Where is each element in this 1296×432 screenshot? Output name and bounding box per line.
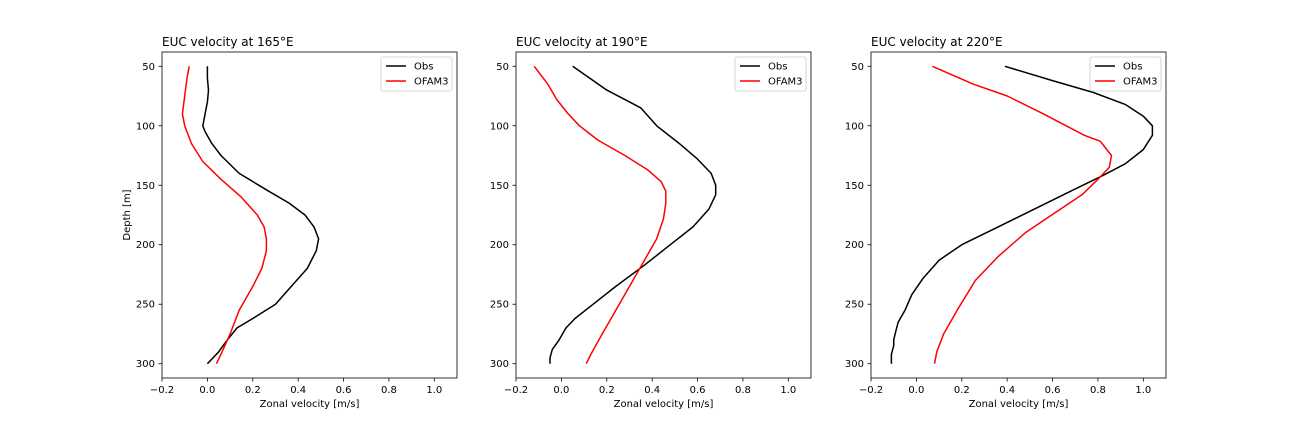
y-tick-label: 250	[490, 300, 509, 311]
series-line-obs	[202, 66, 320, 365]
legend-label: OFAM3	[1123, 77, 1158, 88]
x-axis-label: Zonal velocity [m/s]	[969, 399, 1069, 410]
y-tick-label: 300	[845, 359, 864, 370]
x-tick-label: 0.2	[599, 385, 615, 396]
legend-label: Obs	[768, 62, 787, 73]
legend: Obs OFAM3	[1089, 56, 1162, 92]
x-tick-label: 0.2	[954, 385, 970, 396]
axes-frame	[870, 51, 1167, 379]
series-line-obs	[890, 65, 1154, 364]
x-tick-label: 1.0	[1135, 385, 1151, 396]
y-tick-label: 250	[136, 300, 155, 311]
y-tick-label: 300	[490, 359, 509, 370]
legend-label: OFAM3	[768, 77, 803, 88]
x-tick-label: 0.0	[199, 385, 215, 396]
y-tick-label: 150	[136, 181, 155, 192]
legend: Obs OFAM3	[734, 56, 807, 92]
y-tick-label: 150	[845, 181, 864, 192]
x-tick-label: 1.0	[780, 385, 796, 396]
chart-title: EUC velocity at 165°E	[162, 35, 294, 49]
x-axis-label: Zonal velocity [m/s]	[614, 399, 714, 410]
y-tick-label: 100	[136, 121, 155, 132]
chart-title: EUC velocity at 220°E	[871, 35, 1003, 49]
x-tick-label: −0.2	[150, 385, 174, 396]
x-tick-label: 0.6	[1045, 385, 1061, 396]
x-tick-label: −0.2	[504, 385, 528, 396]
x-tick-label: 0.2	[245, 385, 261, 396]
y-axis-label: Depth [m]	[122, 189, 133, 240]
y-tick-label: 50	[851, 62, 864, 73]
subplot-3: EUC velocity at 220°E −0.2 0.0 0.2 0.4 0.6 0.8…	[845, 35, 1167, 410]
y-tick-label: 250	[845, 300, 864, 311]
y-tick-label: 50	[496, 62, 509, 73]
series-line-obs	[549, 65, 717, 364]
series-line-ofam3	[932, 65, 1113, 364]
x-tick-label: 0.4	[290, 385, 306, 396]
legend-label: OFAM3	[414, 77, 449, 88]
x-tick-label: 0.8	[1090, 385, 1106, 396]
subplot-1: EUC velocity at 165°E −0.2 0.0 0.2 0.4 0.6 0.8…	[122, 35, 458, 410]
series-line-ofam3	[533, 65, 667, 365]
y-tick-label: 200	[845, 240, 864, 251]
y-tick-label: 100	[490, 121, 509, 132]
x-tick-label: 0.8	[735, 385, 751, 396]
series-line-ofam3	[181, 66, 268, 365]
y-tick-label: 100	[845, 121, 864, 132]
legend: Obs OFAM3	[380, 56, 453, 92]
x-tick-label: 0.4	[999, 385, 1015, 396]
x-tick-label: 1.0	[426, 385, 442, 396]
x-tick-label: 0.8	[381, 385, 397, 396]
x-tick-label: 0.4	[644, 385, 660, 396]
y-tick-label: 200	[490, 240, 509, 251]
y-tick-label: 150	[490, 181, 509, 192]
y-tick-label: 50	[142, 62, 155, 73]
x-tick-label: 0.6	[690, 385, 706, 396]
x-axis-label: Zonal velocity [m/s]	[260, 399, 360, 410]
y-tick-label: 300	[136, 359, 155, 370]
y-tick-label: 200	[136, 240, 155, 251]
x-tick-label: 0.0	[553, 385, 569, 396]
axes-frame	[161, 51, 458, 379]
x-tick-label: 0.6	[336, 385, 352, 396]
x-tick-label: 0.0	[908, 385, 924, 396]
chart-title: EUC velocity at 190°E	[516, 35, 648, 49]
legend-label: Obs	[1123, 62, 1142, 73]
legend-label: Obs	[414, 62, 433, 73]
x-tick-label: −0.2	[859, 385, 883, 396]
subplot-2: EUC velocity at 190°E −0.2 0.0 0.2 0.4 0.6 0.8…	[490, 35, 812, 410]
